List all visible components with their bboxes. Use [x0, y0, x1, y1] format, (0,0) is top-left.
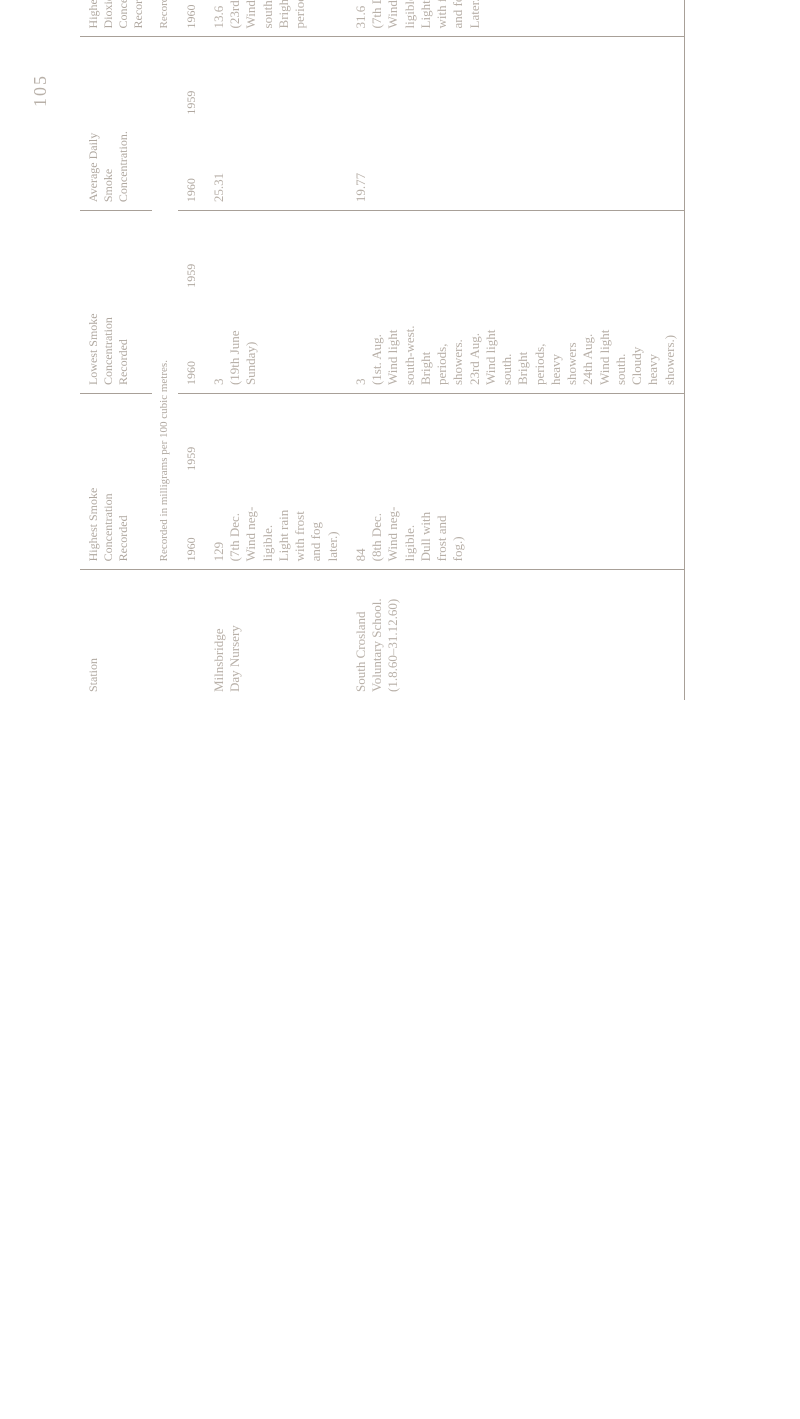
- cell: 3(19th JuneSunday): [205, 296, 347, 394]
- col-station: Station: [80, 570, 205, 700]
- table-row: South CroslandVoluntary School.(1.8.60–3…: [347, 0, 685, 700]
- col-avg-smoke: Average DailySmokeConcentration.: [80, 37, 152, 211]
- year-1960: 1960: [178, 296, 205, 394]
- year-1959: 1959: [178, 394, 205, 479]
- cell: [205, 211, 347, 296]
- cell: [347, 37, 685, 123]
- cell: 31.6(7th Dec.Wind neg-ligible.Light rain…: [347, 0, 685, 37]
- col-highest-so2: Highest SulphurDioxideConcentrationRecor…: [80, 0, 152, 37]
- unit-smoke: Recorded in milligrams per 100 cubic met…: [152, 37, 178, 570]
- cell: 19.77: [347, 123, 685, 211]
- cell: 25.31: [205, 123, 347, 211]
- pollution-table: Station Highest SmokeConcentrationRecord…: [80, 0, 685, 700]
- station-name: South CroslandVoluntary School.(1.8.60–3…: [347, 570, 685, 700]
- cell: [205, 394, 347, 479]
- table-row: MilnsbridgeDay Nursery 129(7th Dec.Wind …: [205, 0, 347, 700]
- year-1960: 1960: [178, 479, 205, 570]
- year-1959: 1959: [178, 37, 205, 123]
- unit-so2: Recorded in parts per 100 million.: [152, 0, 178, 37]
- year-1960: 1960: [178, 0, 205, 37]
- cell: [205, 37, 347, 123]
- page-number: 105: [30, 0, 51, 800]
- cell: [347, 394, 685, 479]
- year-1959: 1959: [178, 211, 205, 296]
- cell: 13.6(23rd Feb.Wind lightsouth-west.Brigh…: [205, 0, 347, 37]
- year-1960: 1960: [178, 123, 205, 211]
- cell: 3(1st. Aug.Wind lightsouth-west.Brightpe…: [347, 296, 685, 394]
- cell: 129(7th Dec.Wind neg-ligible.Light rainw…: [205, 479, 347, 570]
- cell: 84(8th Dec.Wind neg-ligible.Dull withfro…: [347, 479, 685, 570]
- cell: [347, 211, 685, 296]
- col-lowest-smoke: Lowest SmokeConcentrationRecorded: [80, 211, 152, 394]
- col-highest-smoke: Highest SmokeConcentrationRecorded: [80, 394, 152, 570]
- station-name: MilnsbridgeDay Nursery: [205, 570, 347, 700]
